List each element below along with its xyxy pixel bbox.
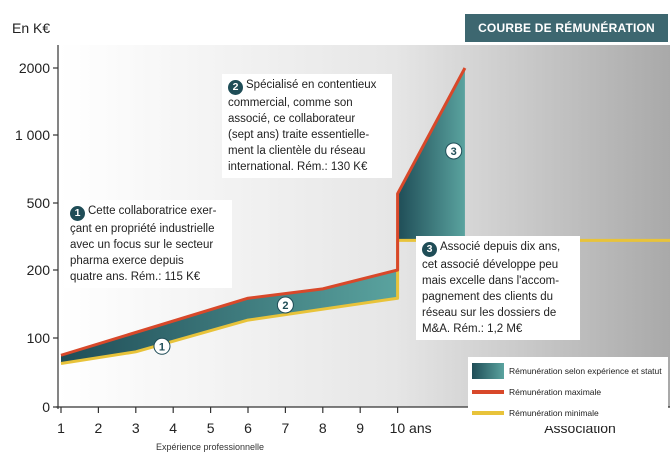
area-experience <box>61 270 398 364</box>
y-tick-label: 100 <box>27 330 51 346</box>
annotation-2-badge: 2 <box>228 80 243 95</box>
marker-1-label: 1 <box>159 341 165 353</box>
annotation-3: 3 Associé depuis dix ans, cet associé dév… <box>416 236 580 340</box>
x-tick-label: 10 ans <box>390 420 432 436</box>
annotation-2-line: ment la clientèle du réseau <box>228 145 366 157</box>
x-tick-label: 3 <box>132 420 140 436</box>
annotation-2: 2 Spécialisé en contentieux commercial, c… <box>222 74 392 178</box>
x-tick-label: 4 <box>169 420 177 436</box>
annotation-3-line: réseau sur les dossiers de <box>422 307 557 319</box>
legend-label-max: Rémunération maximale <box>509 386 602 397</box>
legend-item-max: Rémunération maximale <box>472 381 664 402</box>
annotation-3-badge: 3 <box>422 242 437 257</box>
chart-title: COURBE DE RÉMUNÉRATION <box>465 14 668 42</box>
x-tick-label: 9 <box>356 420 364 436</box>
annotation-2-line: associé, ce collaborateur <box>228 113 356 125</box>
legend-swatch-max <box>472 389 504 394</box>
y-tick-label: 0 <box>42 399 50 415</box>
marker-1 <box>153 337 171 355</box>
legend-item-area: Rémunération selon expérience et statut <box>472 360 664 381</box>
annotation-3-line: cet associé développe peu <box>422 259 559 271</box>
area-association <box>397 68 465 241</box>
annotation-2-line: (sept ans) traite essentielle- <box>228 129 370 141</box>
x-tick-label: 8 <box>319 420 327 436</box>
marker-2 <box>276 296 294 314</box>
y-axis-unit: En K€ <box>12 20 51 36</box>
marker-3-label: 3 <box>451 146 457 158</box>
annotation-3-line: pagnement des clients du <box>422 291 554 303</box>
annotation-1-line: pharma exerce depuis <box>70 255 184 267</box>
annotation-3-line: M&A. Rém.: 1,2 M€ <box>422 323 523 335</box>
annotation-1-line: çant en propriété industrielle <box>70 223 215 235</box>
x-tick-label: 1 <box>57 420 65 436</box>
legend-label-area: Rémunération selon expérience et statut <box>509 365 662 376</box>
x-tick-label: 7 <box>282 420 290 436</box>
annotation-2-line: Spécialisé en contentieux <box>246 79 377 91</box>
marker-3 <box>445 142 463 160</box>
annotation-2-line: commercial, comme son <box>228 97 353 109</box>
legend: Rémunération selon expérience et statut … <box>468 357 668 426</box>
annotation-3-line: mais excelle dans l'accom- <box>422 275 560 287</box>
legend-swatch-area <box>472 362 504 379</box>
x-tick-label: 5 <box>207 420 215 436</box>
legend-swatch-min <box>472 410 504 415</box>
series-line-max <box>60 67 467 357</box>
annotation-1-line: Cette collaboratrice exer- <box>88 205 217 217</box>
y-tick-label: 500 <box>27 195 51 211</box>
annotation-1-line: quatre ans. Rém.: 115 K€ <box>70 271 201 283</box>
marker-2-label: 2 <box>282 300 288 312</box>
y-tick-label: 1 000 <box>15 127 50 143</box>
series-line-min <box>60 238 465 366</box>
legend-label-min: Rémunération minimale <box>509 407 599 418</box>
annotation-2-line: international. Rém.: 130 K€ <box>228 161 368 173</box>
legend-item-min: Rémunération minimale <box>472 402 664 423</box>
annotation-1-line: avec un focus sur le secteur <box>70 239 214 251</box>
x-tick-label: 2 <box>95 420 103 436</box>
annotation-3-line: Associé depuis dix ans, <box>440 241 561 253</box>
x-tick-label: 6 <box>244 420 252 436</box>
x-axis-title: Expérience professionnelle <box>156 442 264 452</box>
y-tick-label: 200 <box>27 262 51 278</box>
y-tick-label: 2000 <box>19 60 50 76</box>
annotation-1-badge: 1 <box>70 206 85 221</box>
annotation-1: 1 Cette collaboratrice exer- çant en prop… <box>64 200 232 288</box>
